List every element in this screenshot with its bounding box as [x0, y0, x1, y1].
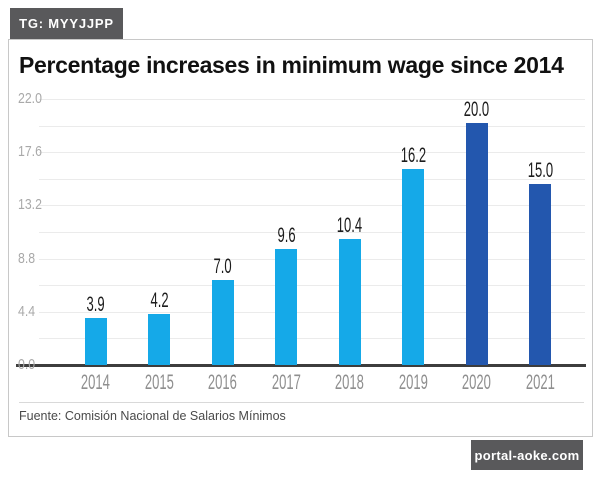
- bar-column: 9.6: [255, 99, 319, 365]
- bar-column: 20.0: [445, 99, 509, 365]
- bar-column: 15.0: [509, 99, 573, 365]
- y-tick-label: 17.6: [18, 143, 42, 161]
- y-tick-label: 22.0: [18, 90, 42, 107]
- bar-value-label: 20.0: [464, 98, 490, 122]
- x-axis-baseline: [16, 364, 586, 367]
- bar: [148, 314, 171, 365]
- x-tick-label: 2019: [398, 371, 428, 394]
- bar: [529, 183, 552, 365]
- chart-card: Percentage increases in minimum wage sin…: [8, 39, 593, 437]
- gridline: [39, 232, 585, 233]
- gridline: [39, 178, 585, 180]
- x-tick-label: 2014: [81, 371, 111, 394]
- bar-value-label: 4.2: [150, 289, 169, 313]
- bar-value-label: 16.2: [400, 144, 426, 168]
- gridlines: [39, 99, 585, 365]
- gridline: [39, 285, 585, 287]
- top-watermark-badge: TG: MYYJJPP: [10, 8, 123, 39]
- x-tick-label: 2017: [271, 371, 301, 394]
- x-tick-label: 2018: [335, 371, 365, 394]
- bar-value-label: 7.0: [213, 255, 232, 279]
- gridline: [39, 205, 585, 207]
- source-text: Fuente: Comisión Nacional de Salarios Mí…: [19, 409, 286, 423]
- source-divider: [19, 402, 584, 403]
- bar: [402, 169, 425, 365]
- bar-value-label: 15.0: [527, 158, 553, 182]
- bar: [275, 248, 298, 365]
- bar-column: 7.0: [191, 99, 255, 365]
- gridline: [39, 311, 585, 313]
- bar-value-label: 9.6: [277, 223, 296, 247]
- y-tick-label: 0.0: [18, 356, 36, 373]
- top-watermark-label: TG: MYYJJPP: [19, 16, 114, 31]
- bar-column: 3.9: [64, 99, 128, 365]
- bar-value-label: 10.4: [337, 214, 363, 238]
- bottom-watermark-badge: portal-aoke.com: [471, 440, 583, 470]
- bottom-watermark-label: portal-aoke.com: [474, 447, 580, 463]
- x-tick-label: 2021: [525, 371, 555, 394]
- x-tick-label: 2015: [144, 371, 174, 394]
- x-tick-label: 2020: [462, 371, 492, 394]
- bar-value-label: 3.9: [86, 292, 105, 316]
- bar: [338, 239, 361, 365]
- x-tick-label: 2016: [208, 371, 238, 394]
- chart-title: Percentage increases in minimum wage sin…: [19, 52, 564, 78]
- bar: [211, 280, 234, 365]
- y-tick-label: 8.8: [18, 249, 36, 267]
- bar: [465, 123, 488, 365]
- bar-column: 10.4: [318, 99, 382, 365]
- bar-column: 4.2: [128, 99, 192, 365]
- x-axis: 2014 2015 2016 2017 2018 2019 2020 2021: [64, 372, 572, 393]
- gridline: [39, 99, 585, 100]
- gridline: [39, 258, 585, 260]
- bar-series: 3.9 4.2 7.0 9.6 10.4 16.2 20.0 15.0: [64, 99, 572, 365]
- gridline: [39, 152, 585, 154]
- y-tick-label: 13.2: [18, 196, 42, 214]
- y-tick-label: 4.4: [18, 302, 36, 320]
- gridline: [39, 338, 585, 340]
- y-axis: 0.0 4.4 8.8 13.2 17.6 22.0: [18, 90, 58, 373]
- bar: [84, 317, 107, 365]
- gridline: [39, 125, 585, 127]
- bar-column: 16.2: [382, 99, 446, 365]
